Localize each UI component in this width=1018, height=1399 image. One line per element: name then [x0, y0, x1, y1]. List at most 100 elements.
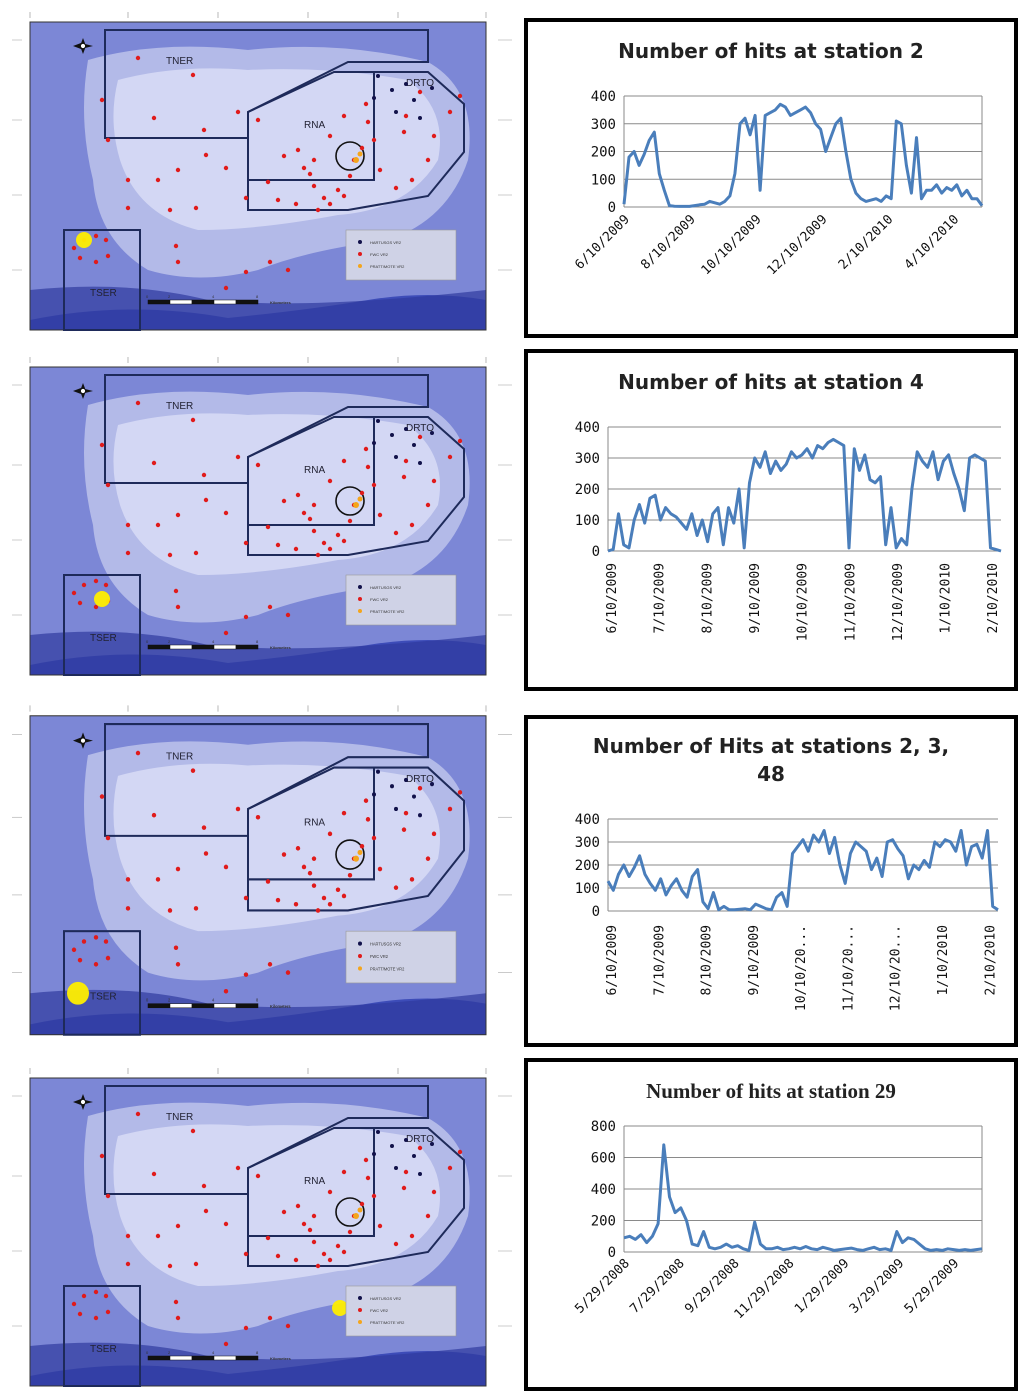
fwc-receiver-dot [125, 205, 131, 211]
usgs-receiver-dot [390, 88, 394, 92]
fwc-receiver-dot [307, 516, 313, 522]
fwc-receiver-dot [293, 546, 299, 552]
fwc-receiver-dot [409, 522, 415, 528]
chart-panel-4: Number of hits at station 29 0 200 400 600 80… [524, 1058, 1018, 1391]
scale-tick: 0 [146, 998, 149, 1003]
legend-entry: PRATT/MOTE VR2 [370, 264, 405, 269]
fwc-receiver-dot [363, 1157, 369, 1163]
chart-title: Number of hits at station 29 [646, 1079, 896, 1103]
y-tick-label: 0 [608, 200, 616, 216]
scale-segment [191, 644, 215, 650]
fwc-receiver-dot [173, 945, 179, 951]
pratt-receiver-dot [357, 849, 363, 856]
scale-segment [235, 1355, 259, 1361]
fwc-receiver-dot [81, 1293, 87, 1299]
fwc-receiver-dot [105, 137, 111, 143]
fwc-receiver-dot [301, 1221, 307, 1227]
fwc-receiver-dot [193, 550, 199, 556]
usgs-receiver-dot [376, 74, 380, 78]
fwc-receiver-dot [377, 866, 383, 872]
x-tick-label: 7/10/2009 [653, 563, 668, 633]
fwc-receiver-dot [155, 522, 161, 528]
usgs-receiver-dot [394, 806, 398, 812]
fwc-receiver-dot [223, 285, 229, 291]
fwc-receiver-dot [267, 604, 273, 610]
fwc-receiver-dot [393, 185, 399, 191]
fwc-receiver-dot [201, 127, 207, 133]
fwc-receiver-dot [311, 183, 317, 189]
fwc-receiver-dot [311, 157, 317, 163]
map-legend: HARTUSGS VR2 FWC VR2 PRATT/MOTE VR2 [345, 229, 457, 281]
scale-segment [213, 1355, 237, 1361]
x-tick-label: 8/10/2009 [700, 563, 715, 633]
highlight-station-marker [76, 232, 92, 248]
x-tick-label: 1/10/2010 [936, 925, 951, 995]
pratt-receiver-dot [357, 151, 363, 157]
fwc-receiver-dot [431, 1189, 437, 1195]
pratt-receiver-dot [357, 496, 363, 502]
region-label-rna: RNA [304, 817, 325, 828]
station-map-svg: TNER RNA DRTO TSER HARTUSGS VR2 FWC VR2 PRATT/… [8, 345, 518, 683]
fwc-receiver-dot [105, 1193, 111, 1199]
fwc-receiver-dot [409, 177, 415, 183]
fwc-receiver-dot [311, 856, 317, 861]
y-tick-label: 0 [592, 544, 600, 560]
usgs-receiver-dot [376, 769, 380, 774]
fwc-receiver-dot [77, 600, 83, 606]
fwc-receiver-dot [203, 497, 209, 503]
fwc-receiver-dot [223, 165, 229, 171]
fwc-receiver-dot [265, 524, 271, 530]
fwc-receiver-dot [190, 72, 196, 78]
fwc-receiver-dot [393, 530, 399, 536]
fwc-receiver-dot [457, 790, 463, 795]
fwc-receiver-dot [371, 482, 377, 488]
deep-channel [30, 286, 486, 330]
fwc-receiver-dot [77, 255, 83, 261]
usgs-receiver-dot [430, 1142, 434, 1146]
legend-entry: FWC VR2 [370, 252, 389, 257]
fwc-receiver-dot [327, 201, 333, 207]
reef-area [113, 1124, 441, 1286]
scale-tick: 4 [212, 998, 215, 1003]
fwc-receiver-dot [93, 935, 99, 940]
scale-segment [169, 299, 193, 305]
usgs-receiver-dot [390, 784, 394, 789]
fwc-receiver-dot [105, 955, 111, 961]
usgs-receiver-dot [372, 441, 376, 445]
scale-tick: 8 [256, 639, 259, 644]
highlight-station-marker [332, 1300, 348, 1316]
fwc-receiver-dot [190, 768, 196, 773]
fwc-receiver-dot [315, 908, 321, 913]
fwc-receiver-dot [307, 171, 313, 177]
fwc-receiver-dot [341, 1249, 347, 1255]
x-tick-label: 12/10/2009 [891, 563, 906, 641]
legend-swatch [358, 1320, 362, 1324]
fwc-receiver-dot [293, 1257, 299, 1263]
fwc-receiver-dot [335, 532, 341, 538]
region-label-rna: RNA [304, 465, 325, 476]
fwc-receiver-dot [125, 177, 131, 183]
fwc-receiver-dot [135, 400, 141, 406]
chart-title-line: 48 [757, 762, 785, 786]
fwc-receiver-dot [417, 1145, 423, 1151]
y-tick-label: 100 [591, 172, 616, 188]
receiver-circle [335, 486, 365, 516]
fwc-receiver-dot [281, 498, 287, 504]
fwc-receiver-dot [175, 1223, 181, 1229]
usgs-receiver-dot [376, 1130, 380, 1134]
fwc-receiver-dot [409, 1233, 415, 1239]
fwc-receiver-dot [301, 864, 307, 870]
fwc-receiver-dot [425, 157, 431, 163]
fwc-receiver-dot [71, 590, 77, 596]
fwc-receiver-dot [377, 167, 383, 173]
series-line [607, 437, 1002, 553]
drto-region-outline [247, 1127, 465, 1267]
fwc-receiver-dot [301, 510, 307, 516]
scale-segment [213, 644, 237, 650]
fwc-receiver-dot [125, 550, 131, 556]
fwc-receiver-dot [167, 552, 173, 558]
line-chart-station-4: Number of hits at station 4 0 100 200 300 400… [575, 370, 1002, 641]
fwc-receiver-dot [103, 939, 109, 944]
fwc-receiver-dot [327, 133, 333, 139]
fwc-receiver-dot [203, 152, 209, 158]
